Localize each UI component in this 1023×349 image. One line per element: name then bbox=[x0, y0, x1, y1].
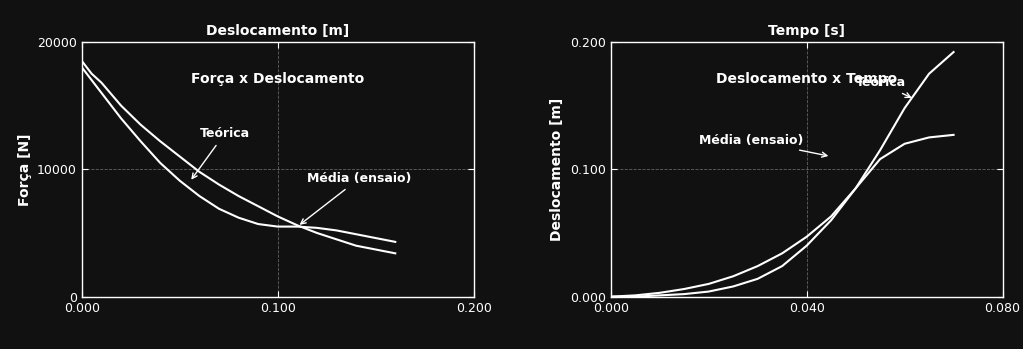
Y-axis label: Força [N]: Força [N] bbox=[17, 133, 32, 206]
Text: Teórica: Teórica bbox=[855, 76, 910, 97]
Y-axis label: Deslocamento [m]: Deslocamento [m] bbox=[550, 98, 565, 241]
Text: Média (ensaio): Média (ensaio) bbox=[301, 172, 411, 224]
Text: Teórica: Teórica bbox=[192, 127, 250, 178]
Text: Deslocamento x Tempo: Deslocamento x Tempo bbox=[716, 73, 897, 87]
Text: Força x Deslocamento: Força x Deslocamento bbox=[191, 73, 364, 87]
Title: Deslocamento [m]: Deslocamento [m] bbox=[206, 24, 350, 38]
Text: Média (ensaio): Média (ensaio) bbox=[699, 134, 827, 157]
Title: Tempo [s]: Tempo [s] bbox=[768, 24, 845, 38]
